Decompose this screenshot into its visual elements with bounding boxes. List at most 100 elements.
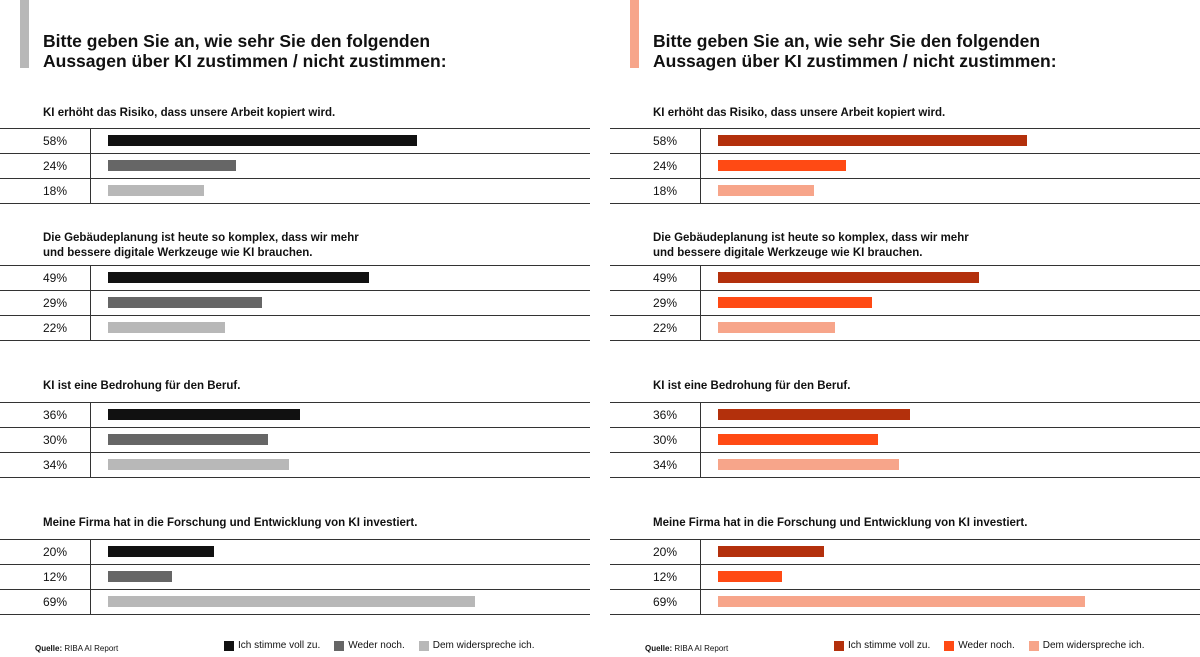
percent-label: 30%	[653, 433, 678, 447]
bar-neutral	[718, 571, 782, 582]
source-text: RIBA AI Report	[674, 644, 729, 653]
percent-label: 69%	[43, 595, 68, 609]
row-divider	[610, 427, 1200, 428]
bar-agree	[718, 409, 910, 420]
row-divider	[610, 402, 1200, 403]
chart-panel-left: Bitte geben Sie an, wie sehr Sie den fol…	[0, 0, 590, 657]
legend-swatch	[334, 640, 345, 651]
legend-swatch	[224, 640, 234, 651]
accent-bar	[630, 0, 639, 68]
row-divider	[610, 153, 1200, 154]
row-divider	[0, 452, 590, 453]
source-label: Quelle:	[645, 644, 673, 653]
question-line1: Meine Firma hat in die Forschung und Ent…	[43, 517, 418, 529]
legend-item: Weder noch.	[334, 640, 405, 651]
row-divider	[610, 539, 1200, 540]
row-divider	[0, 265, 590, 266]
bar-agree	[108, 546, 215, 557]
legend-label: Weder noch.	[958, 640, 1015, 651]
percent-label: 24%	[653, 159, 678, 173]
percent-label: 58%	[653, 134, 678, 148]
legend-label: Weder noch.	[348, 640, 405, 651]
row-divider	[610, 265, 1200, 266]
row-divider	[0, 539, 590, 540]
legend-item: Ich stimme voll zu.	[834, 640, 930, 651]
row-divider	[0, 427, 590, 428]
bar-agree	[108, 135, 417, 146]
label-divider	[700, 539, 701, 614]
question-text: KI ist eine Bedrohung für den Beruf.	[43, 379, 523, 394]
percent-label: 18%	[43, 184, 68, 198]
percent-label: 12%	[43, 570, 68, 584]
bar-disagree	[718, 185, 814, 196]
row-divider	[610, 477, 1200, 478]
question-text: Die Gebäudeplanung ist heute so komplex,…	[43, 231, 523, 261]
percent-label: 36%	[43, 408, 68, 422]
percent-label: 29%	[653, 296, 678, 310]
bar-neutral	[718, 434, 878, 445]
legend-item: Dem widerspreche ich.	[1028, 640, 1144, 651]
percent-label: 69%	[653, 595, 678, 609]
chart-title-line2: Aussagen über KI zustimmen / nicht zusti…	[653, 51, 1057, 71]
percent-label: 24%	[43, 159, 68, 173]
question-line1: KI ist eine Bedrohung für den Beruf.	[653, 380, 851, 392]
bar-disagree	[718, 596, 1086, 607]
row-divider	[0, 203, 590, 204]
row-divider	[0, 128, 590, 129]
bar-disagree	[718, 459, 899, 470]
label-divider	[90, 539, 91, 614]
row-divider	[0, 477, 590, 478]
bar-disagree	[108, 322, 226, 333]
legend-swatch	[1028, 640, 1039, 651]
label-divider	[700, 402, 701, 477]
bar-neutral	[108, 434, 268, 445]
percent-label: 49%	[653, 271, 678, 285]
row-divider	[610, 315, 1200, 316]
source-label: Quelle:	[35, 644, 63, 653]
percent-label: 58%	[43, 134, 68, 148]
percent-label: 34%	[653, 458, 678, 472]
source-note: Quelle: RIBA AI Report	[35, 644, 118, 653]
question-text: Meine Firma hat in die Forschung und Ent…	[43, 516, 523, 531]
percent-label: 20%	[43, 545, 68, 559]
question-line1: KI ist eine Bedrohung für den Beruf.	[43, 380, 241, 392]
label-divider	[700, 128, 701, 203]
percent-label: 22%	[43, 321, 68, 335]
question-text: KI erhöht das Risiko, dass unsere Arbeit…	[653, 106, 1133, 121]
row-divider	[0, 564, 590, 565]
bar-disagree	[108, 596, 476, 607]
question-line2: und bessere digitale Werkzeuge wie KI br…	[653, 247, 923, 259]
source-text: RIBA AI Report	[64, 644, 119, 653]
row-divider	[0, 589, 590, 590]
row-divider	[0, 614, 590, 615]
bar-disagree	[718, 322, 836, 333]
source-note: Quelle: RIBA AI Report	[645, 644, 728, 653]
question-line1: Die Gebäudeplanung ist heute so komplex,…	[653, 232, 969, 244]
legend-item: Weder noch.	[944, 640, 1015, 651]
row-divider	[610, 178, 1200, 179]
label-divider	[90, 265, 91, 340]
bar-neutral	[108, 571, 172, 582]
row-divider	[0, 315, 590, 316]
percent-label: 18%	[653, 184, 678, 198]
row-divider	[0, 290, 590, 291]
row-divider	[610, 614, 1200, 615]
legend-item: Ich stimme voll zu.	[224, 640, 320, 651]
percent-label: 30%	[43, 433, 68, 447]
question-line1: Die Gebäudeplanung ist heute so komplex,…	[43, 232, 359, 244]
legend-label: Ich stimme voll zu.	[848, 640, 931, 651]
row-divider	[0, 153, 590, 154]
label-divider	[90, 128, 91, 203]
question-text: Die Gebäudeplanung ist heute so komplex,…	[653, 231, 1133, 261]
legend: Ich stimme voll zu. Weder noch. Dem widers…	[834, 640, 1144, 651]
chart-title-line1: Bitte geben Sie an, wie sehr Sie den fol…	[653, 31, 1041, 51]
question-line1: KI erhöht das Risiko, dass unsere Arbeit…	[653, 107, 946, 119]
percent-label: 49%	[43, 271, 68, 285]
legend-swatch	[834, 640, 844, 651]
legend: Ich stimme voll zu. Weder noch. Dem widers…	[224, 640, 534, 651]
chart-panel-right: Bitte geben Sie an, wie sehr Sie den fol…	[610, 0, 1200, 657]
question-line1: KI erhöht das Risiko, dass unsere Arbeit…	[43, 107, 336, 119]
row-divider	[0, 340, 590, 341]
row-divider	[610, 203, 1200, 204]
row-divider	[0, 402, 590, 403]
